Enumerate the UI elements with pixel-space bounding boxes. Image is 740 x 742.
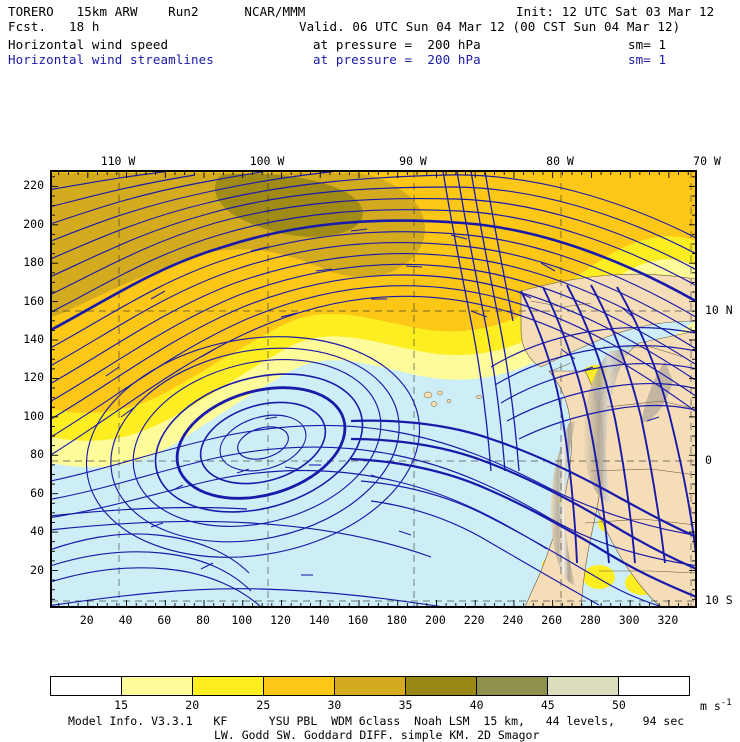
x-tick-label: 320 xyxy=(657,613,679,627)
x-tick-label: 40 xyxy=(118,613,133,627)
y-tick-label: 20 xyxy=(30,562,44,577)
header-smoothing-speed: sm= 1 xyxy=(628,37,667,52)
model-info-line-2: LW. Godd SW. Goddard DIFF. simple KM. 2D… xyxy=(214,728,540,742)
y-tick-label: 220 xyxy=(23,178,44,193)
x-tick-label: 100 xyxy=(231,613,253,627)
x-tick-label: 20 xyxy=(79,613,94,627)
x-tick-label: 180 xyxy=(386,613,408,627)
longitude-tick-label: 80 W xyxy=(546,154,574,168)
colorbar-units-exponent: -1 xyxy=(720,698,732,708)
model-info-line-1: Model Info. V3.3.1 KF YSU PBL WDM 6class… xyxy=(68,714,685,728)
longitude-tick-label: 90 W xyxy=(399,154,427,168)
latitude-tick-label: 0 xyxy=(705,453,712,467)
y-tick-label: 140 xyxy=(23,332,44,347)
x-tick-label: 80 xyxy=(196,613,210,627)
header-field-speed: Horizontal wind speed xyxy=(8,37,169,52)
colorbar-cell xyxy=(335,677,406,695)
header-pressure-speed: at pressure = 200 hPa xyxy=(313,37,481,52)
colorbar-tick-label: 40 xyxy=(469,698,484,712)
y-tick-label: 40 xyxy=(30,524,44,539)
colorbar-cell xyxy=(619,677,689,695)
colorbar-tick-label: 45 xyxy=(540,698,555,712)
y-tick-label: 100 xyxy=(23,408,44,423)
x-tick-label: 160 xyxy=(347,613,369,627)
y-tick-label: 160 xyxy=(23,293,44,308)
colorbar-units-text: m s xyxy=(700,698,721,713)
axis-ticks xyxy=(51,171,696,607)
x-tick-label: 300 xyxy=(618,613,640,627)
map-canvas[interactable] xyxy=(50,170,697,608)
land-mask xyxy=(423,273,696,607)
plot-area: 20 40 60 80 100 120 140 160 180 200 220 240 260 280 30… xyxy=(0,140,740,640)
longitude-tick-label: 110 W xyxy=(100,154,136,168)
header-field-streamlines: Horizontal wind streamlines xyxy=(8,52,214,67)
y-tick-label: 180 xyxy=(23,255,44,270)
streamlines xyxy=(51,171,696,607)
colorbar-cell xyxy=(193,677,264,695)
x-tick-label: 260 xyxy=(541,613,563,627)
y-tick-label: 80 xyxy=(30,447,44,462)
colorbar-tick-label: 20 xyxy=(185,698,200,712)
x-tick-label: 120 xyxy=(270,613,291,627)
header-init-time: Init: 12 UTC Sat 03 Mar 12 xyxy=(516,4,715,19)
x-tick-label: 220 xyxy=(463,613,485,627)
header-model-info: TORERO 15km ARW Run2 NCAR/MMM xyxy=(8,4,306,19)
y-tick-label: 60 xyxy=(30,485,44,500)
x-tick-label: 60 xyxy=(157,613,172,627)
colorbar-cell xyxy=(548,677,619,695)
colorbar-area: 15 20 25 30 35 40 45 50 m s-1 Model Info. V3.3.… xyxy=(0,668,740,742)
latitude-tick-label: 10 N xyxy=(705,303,733,317)
y-tick-label: 200 xyxy=(23,216,44,231)
longitude-tick-label: 100 W xyxy=(249,154,285,168)
colorbar-tick-label: 30 xyxy=(327,698,342,712)
header-smoothing-streamlines: sm= 1 xyxy=(628,52,667,67)
x-tick-label: 240 xyxy=(502,613,524,627)
longitude-tick-label: 70 W xyxy=(693,154,721,168)
colorbar-cell xyxy=(477,677,548,695)
colorbar-tick-label: 50 xyxy=(611,698,626,712)
x-tick-label: 280 xyxy=(580,613,601,627)
x-tick-label: 140 xyxy=(308,613,330,627)
colorbar-units: m s-1 xyxy=(700,698,732,713)
colorbar-cell xyxy=(51,677,122,695)
x-tick-label: 200 xyxy=(425,613,446,627)
colorbar-cell xyxy=(264,677,335,695)
colorbar-tick-label: 15 xyxy=(114,698,129,712)
colorbar-tick-label: 25 xyxy=(256,698,271,712)
colorbar-cell xyxy=(122,677,193,695)
header-valid-time: Valid. 06 UTC Sun 04 Mar 12 (00 CST Sun … xyxy=(299,19,681,34)
header-forecast-hour: Fcst. 18 h xyxy=(8,19,100,34)
colorbar-tick-label: 35 xyxy=(398,698,413,712)
colorbar-cell xyxy=(406,677,477,695)
wind-field-svg xyxy=(51,171,696,607)
colorbar[interactable] xyxy=(50,676,690,696)
y-tick-label: 120 xyxy=(23,370,44,385)
latitude-tick-label: 10 S xyxy=(705,593,733,607)
chart-header: TORERO 15km ARW Run2 NCAR/MMM Init: 12 U… xyxy=(0,0,740,70)
header-pressure-streamlines: at pressure = 200 hPa xyxy=(313,52,481,67)
